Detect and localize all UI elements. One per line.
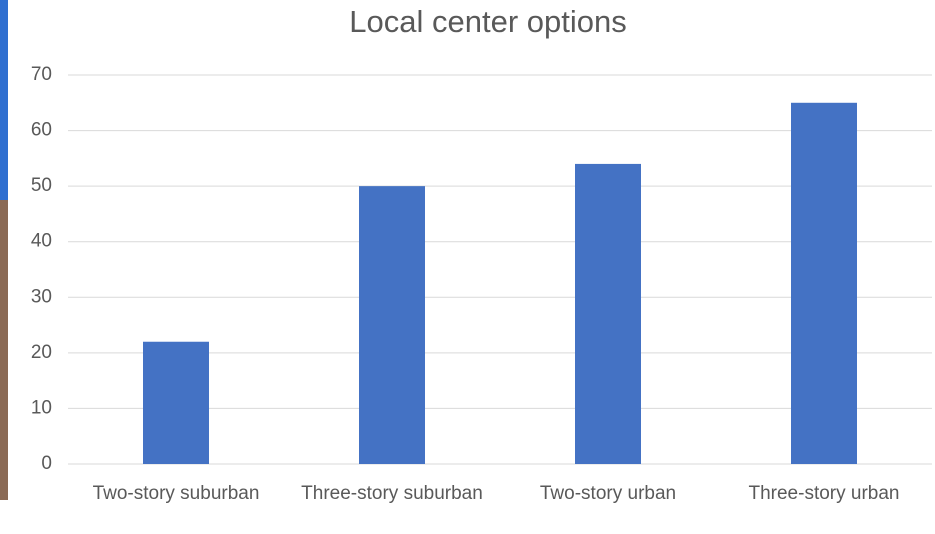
chart: Local center options 0 10 20 30 40 50 60 70 (0, 0, 935, 534)
x-tick-label: Three-story urban (729, 482, 919, 506)
bar (143, 342, 209, 464)
y-tick-label: 20 (31, 342, 52, 363)
y-tick-label: 30 (31, 286, 52, 307)
chart-title: Local center options (349, 4, 626, 39)
y-tick-label: 60 (31, 120, 52, 141)
bar (791, 103, 857, 464)
bar (575, 164, 641, 464)
y-tick-label: 10 (31, 397, 52, 418)
page: Local center options 0 10 20 30 40 50 60 70 Two… (0, 0, 935, 534)
bar (359, 186, 425, 464)
background-strip (0, 200, 8, 500)
y-tick-label: 40 (31, 231, 52, 252)
x-tick-label: Two-story urban (513, 482, 703, 506)
y-tick-label: 50 (31, 175, 52, 196)
x-tick-label: Three-story suburban (297, 482, 487, 506)
x-tick-label: Two-story suburban (81, 482, 271, 506)
y-tick-label: 0 (41, 453, 52, 474)
y-tick-label: 70 (31, 64, 52, 85)
background-strip (0, 0, 8, 200)
